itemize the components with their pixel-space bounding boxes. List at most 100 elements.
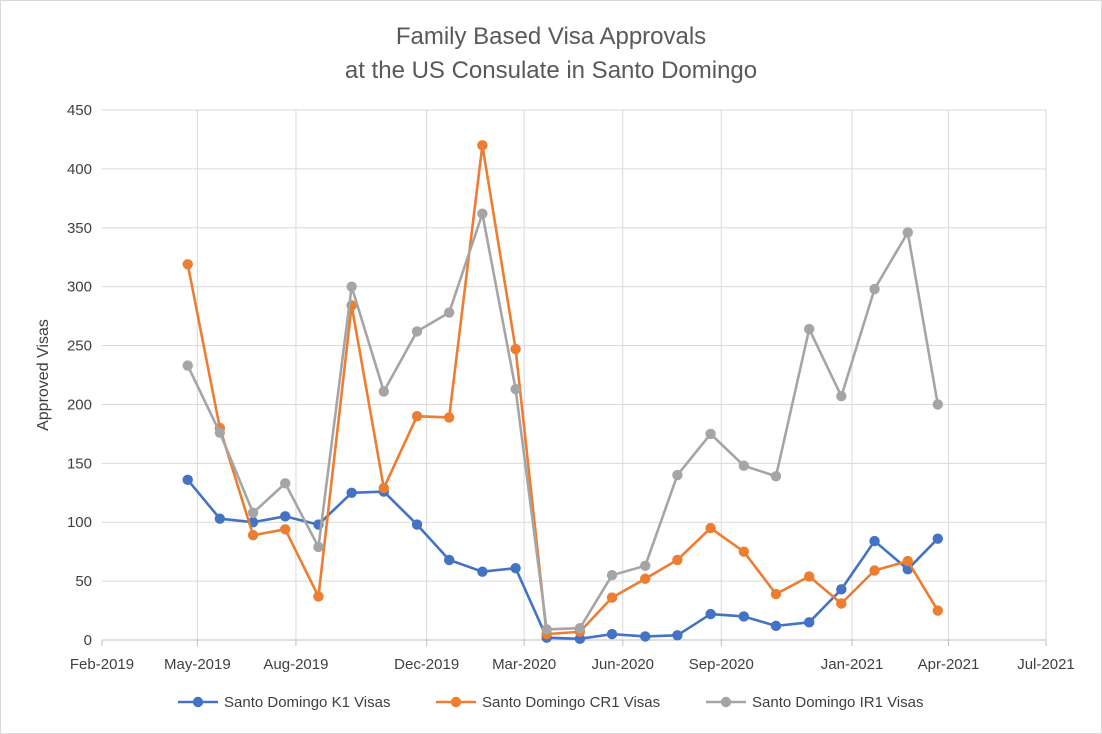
data-point	[836, 598, 847, 609]
data-point	[640, 573, 651, 584]
data-point	[411, 326, 423, 337]
data-point	[477, 140, 488, 151]
series-line	[186, 478, 939, 641]
data-point	[836, 391, 847, 402]
data-point	[672, 554, 683, 566]
chart-title: Family Based Visa Approvals at the US Co…	[345, 23, 757, 84]
data-point	[443, 554, 455, 566]
data-point	[770, 588, 782, 600]
legend: Santo Domingo K1 Visas Santo Domingo CR1 …	[178, 694, 923, 711]
data-point	[247, 507, 259, 518]
data-point	[280, 478, 291, 489]
data-point	[378, 386, 390, 397]
x-tick-label: Aug-2019	[263, 656, 328, 673]
data-point	[932, 605, 943, 616]
data-point	[770, 620, 782, 632]
data-point	[606, 628, 618, 640]
legend-label: Santo Domingo CR1 Visas	[482, 694, 660, 711]
series-line	[186, 212, 940, 631]
data-point	[738, 460, 750, 471]
data-point	[705, 428, 716, 440]
data-point	[574, 623, 586, 634]
data-point	[182, 474, 193, 486]
x-tick-label: Apr-2021	[918, 656, 980, 673]
series-line	[186, 144, 939, 636]
y-tick-label: 300	[67, 279, 92, 296]
data-point	[214, 427, 226, 438]
series-2	[182, 140, 943, 640]
data-point	[738, 611, 750, 622]
data-point	[803, 571, 815, 582]
data-point	[932, 399, 943, 410]
y-tick-label: 100	[67, 514, 92, 531]
data-point	[869, 535, 880, 547]
x-tick-label: Feb-2019	[70, 656, 134, 673]
data-point	[803, 323, 815, 335]
legend-marker	[192, 696, 204, 708]
y-tick-label: 250	[67, 338, 92, 355]
series-3	[182, 208, 943, 635]
x-tick-label: Jan-2021	[821, 656, 884, 673]
data-point	[738, 546, 750, 557]
data-point	[280, 524, 291, 535]
gridlines	[101, 109, 1047, 646]
data-point	[902, 555, 913, 567]
data-point	[346, 281, 357, 292]
x-tick-label: Mar-2020	[492, 656, 556, 673]
data-point	[182, 259, 193, 270]
data-point	[443, 412, 455, 423]
data-point	[640, 631, 651, 642]
x-tick-label: Sep-2020	[689, 656, 754, 673]
data-point	[313, 591, 324, 602]
legend-item-1: Santo Domingo K1 Visas	[178, 694, 391, 711]
data-point	[869, 283, 880, 295]
legend-marker	[450, 696, 462, 708]
x-tick-label: Dec-2019	[394, 656, 459, 673]
x-tick-label: May-2019	[164, 656, 231, 673]
series-lines	[182, 140, 943, 645]
y-tick-label: 0	[84, 632, 92, 649]
legend-item-2: Santo Domingo CR1 Visas	[436, 694, 660, 711]
data-point	[411, 411, 423, 422]
data-point	[869, 565, 880, 576]
data-point	[803, 617, 815, 628]
data-point	[541, 624, 552, 635]
x-tick-label: Jun-2020	[591, 656, 654, 673]
data-point	[411, 519, 423, 530]
data-point	[313, 541, 324, 553]
data-point	[705, 608, 716, 620]
x-axis-ticks: Feb-2019 May-2019 Aug-2019 Dec-2019 Mar-2020…	[70, 656, 1075, 673]
data-point	[640, 560, 651, 571]
data-point	[672, 469, 683, 481]
chart-title-line-2: at the US Consulate in Santo Domingo	[345, 57, 757, 84]
y-tick-label: 200	[67, 396, 92, 413]
data-point	[705, 522, 716, 534]
legend-label: Santo Domingo IR1 Visas	[752, 694, 923, 711]
data-point	[510, 562, 521, 574]
data-point	[346, 487, 357, 498]
data-point	[182, 360, 193, 371]
data-point	[247, 529, 259, 541]
data-point	[477, 566, 488, 577]
data-point	[378, 482, 390, 494]
y-tick-label: 350	[67, 220, 92, 237]
data-point	[510, 343, 521, 355]
y-tick-label: 150	[67, 455, 92, 472]
data-point	[477, 208, 488, 219]
data-point	[280, 511, 291, 522]
data-point	[836, 584, 847, 595]
data-point	[443, 307, 455, 318]
data-point	[932, 533, 943, 544]
x-tick-label: Jul-2021	[1017, 656, 1075, 673]
data-point	[770, 471, 782, 482]
data-point	[606, 570, 618, 581]
legend-marker	[720, 696, 732, 708]
series-1	[182, 474, 943, 645]
data-point	[902, 227, 913, 238]
y-axis-title: Approved Visas	[35, 319, 52, 431]
data-point	[606, 592, 618, 603]
y-tick-label: 400	[67, 161, 92, 178]
data-point	[510, 383, 521, 395]
y-tick-label: 50	[75, 573, 92, 590]
